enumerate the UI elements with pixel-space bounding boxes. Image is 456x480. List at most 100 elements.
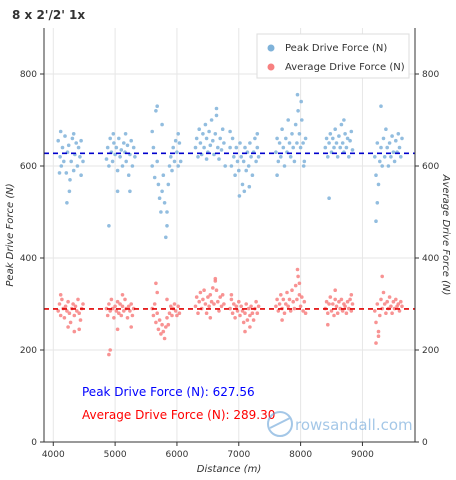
average-force-point [256, 304, 261, 309]
average-force-point [281, 297, 286, 302]
average-force-point [295, 297, 299, 302]
peak-force-point [295, 92, 300, 97]
average-force-point [280, 318, 284, 322]
average-force-point [244, 302, 248, 306]
average-force-point [108, 348, 112, 352]
average-force-point [327, 302, 331, 306]
average-force-point [324, 299, 329, 304]
peak-force-point [334, 141, 339, 145]
peak-force-point [71, 132, 76, 136]
average-force-point [380, 274, 385, 279]
peak-force-point [288, 155, 293, 159]
average-force-point [66, 325, 70, 329]
peak-force-point [246, 164, 251, 168]
watermark-logo-icon [267, 411, 293, 437]
average-force-point [113, 304, 117, 309]
average-force-point [155, 311, 159, 316]
x-tick-label: 9000 [351, 450, 374, 460]
mean-lines [44, 152, 415, 310]
peak-force-point [63, 134, 67, 138]
average-force-point [164, 325, 168, 329]
average-force-point [172, 302, 177, 306]
peak-force-point [155, 159, 159, 164]
average-force-point [151, 313, 156, 318]
peak-force-point [222, 141, 226, 145]
y-tick-label-left: 200 [20, 346, 37, 356]
average-force-point [373, 309, 377, 313]
average-force-point [81, 302, 85, 306]
peak-force-point [111, 132, 116, 136]
peak-force-point [128, 189, 132, 194]
peak-force-point [250, 173, 255, 177]
peak-force-point [332, 145, 336, 150]
average-force-point [399, 299, 403, 304]
y-tick-label-left: 800 [20, 70, 37, 80]
peak-force-point [58, 129, 63, 134]
peak-force-point [323, 145, 328, 150]
average-force-point [376, 334, 381, 339]
peak-force-point [124, 159, 128, 164]
average-force-point [292, 306, 297, 311]
peak-force-point [78, 155, 82, 159]
peak-force-point [112, 141, 116, 145]
y-axis-label-left: Peak Drive Force (N) [5, 183, 16, 286]
peak-force-point [249, 155, 253, 159]
peak-force-point [196, 155, 200, 159]
peak-force-point [172, 159, 177, 164]
peak-force-point [390, 134, 394, 138]
average-force-point [198, 290, 203, 295]
x-axis-label: Distance (m) [197, 464, 261, 475]
peak-force-point [378, 159, 382, 164]
average-force-point [349, 309, 354, 313]
peak-force-point [396, 132, 401, 136]
average-force-point [207, 304, 211, 309]
average-force-point [288, 309, 293, 313]
peak-force-point [156, 182, 161, 187]
peak-force-point [275, 136, 279, 141]
average-force-point [175, 313, 179, 318]
peak-force-point [344, 145, 349, 150]
peak-force-point [255, 145, 260, 150]
peak-force-point [165, 210, 169, 214]
peak-force-point [173, 138, 178, 143]
peak-force-point [374, 219, 378, 223]
annotation-average-mean: Average Drive Force (N): 289.30 [82, 408, 275, 422]
peak-force-point [115, 189, 120, 194]
peak-force-point [213, 132, 218, 136]
peak-force-point [223, 164, 227, 168]
average-force-point [66, 299, 70, 304]
peak-force-point [122, 141, 126, 145]
peak-force-point [340, 141, 345, 145]
average-force-point [115, 327, 120, 332]
average-force-point [130, 313, 135, 318]
average-force-point [129, 302, 133, 306]
peak-force-point [380, 164, 385, 168]
peak-force-point [244, 168, 248, 173]
peak-force-point [216, 145, 220, 150]
peak-force-point [175, 150, 179, 154]
peak-force-point [243, 145, 247, 150]
average-force-point [287, 297, 292, 302]
peak-force-point [171, 145, 175, 150]
peak-force-point [152, 175, 157, 180]
average-force-point [77, 327, 81, 332]
peak-force-point [76, 145, 81, 150]
peak-force-point [126, 173, 131, 177]
average-force-point [202, 288, 206, 293]
average-force-point [378, 313, 382, 318]
peak-force-point [155, 104, 159, 108]
peak-force-point [66, 143, 71, 148]
average-force-point [254, 299, 258, 304]
peak-force-point [233, 173, 237, 177]
average-force-point [114, 309, 119, 313]
average-force-point [331, 302, 335, 306]
average-force-point [220, 293, 225, 297]
average-force-point [120, 304, 125, 309]
peak-force-point [277, 141, 282, 145]
average-force-point [167, 311, 172, 316]
average-force-point [237, 299, 241, 304]
x-tick-label: 6000 [165, 450, 188, 460]
peak-force-point [301, 164, 306, 168]
peak-force-point [105, 145, 110, 150]
average-force-point [109, 297, 114, 302]
